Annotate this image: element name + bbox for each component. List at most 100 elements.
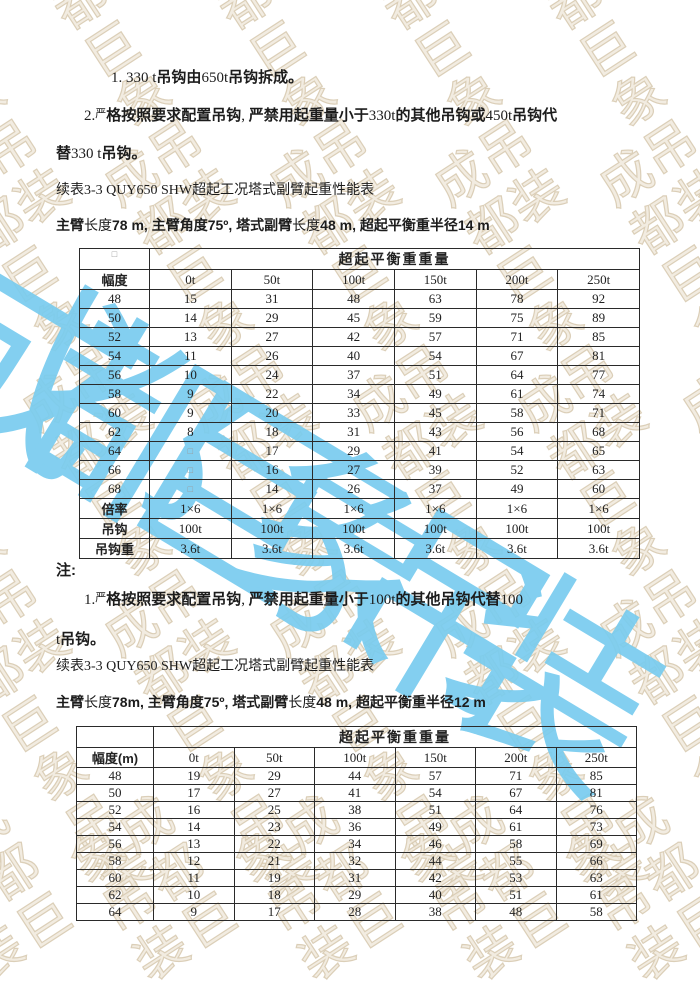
table-row: 62 8 18 31 43 56 68 — [79, 422, 640, 442]
table-cell: 3.6t — [475, 538, 559, 559]
table-cell: 1×6 — [557, 498, 640, 519]
table-cell: 67 — [475, 346, 559, 366]
table-row: 62 10 18 29 40 51 61 — [76, 886, 637, 904]
table-row: 64 □ 17 29 41 54 65 — [79, 441, 640, 461]
table-cell: 60 — [79, 403, 150, 423]
table-cell: 14 — [153, 818, 235, 836]
table-cell: 67 — [475, 784, 557, 802]
table-header-row: 幅度(m) 0t 50t 100t 150t 200t 250t — [76, 747, 637, 768]
table-cell: 58 — [79, 384, 150, 404]
text-segment: 主臂 — [56, 694, 84, 710]
table-cell: 59 — [393, 308, 477, 328]
table-cell: 51 — [475, 886, 557, 904]
table-cell: 69 — [555, 835, 637, 853]
table-cell: 100t — [314, 747, 396, 768]
table-row: 60 11 19 31 42 53 63 — [76, 869, 637, 887]
text-segment: 续表3-3 QUY650 SHW超起工况塔式副臂起重性能表 — [56, 183, 375, 198]
table-cell: 41 — [393, 441, 477, 461]
table-header-row: 幅度 0t 50t 100t 150t 200t 250t — [79, 269, 640, 290]
table-cell: 超起平衡重重量 — [153, 726, 637, 748]
text-segment: 长度 — [84, 219, 112, 234]
table-cell: 3.6t — [393, 538, 477, 559]
table-cell: 12 — [153, 852, 235, 870]
table-cell: 13 — [153, 835, 235, 853]
table-cell: 1×6 — [312, 498, 395, 519]
table-cell: 54 — [76, 818, 154, 836]
text-segment: 续表3-3 QUY650 SHW超起工况塔式副臂起重性能表 — [56, 659, 375, 674]
table-row: 48 15 31 48 63 78 92 — [79, 289, 640, 309]
text-segment: 吊钩。 — [101, 145, 147, 162]
text-segment: 330 t — [71, 146, 102, 162]
table-cell: 150t — [394, 747, 476, 768]
table-cell: 29 — [314, 886, 396, 904]
table-cell: 8 — [149, 422, 232, 442]
table-cell: 40 — [394, 886, 476, 904]
text-segment: 长度 — [288, 696, 317, 711]
table-row: 66 □ 16 27 39 52 63 — [79, 460, 640, 480]
table-cell: 幅度 — [79, 269, 150, 290]
table-title-row: 超起平衡重重量 — [76, 726, 637, 748]
table-cell: 0t — [149, 269, 232, 290]
table-cell: 100t — [475, 518, 559, 539]
table-cell: 42 — [312, 327, 395, 347]
text-segment: , — [241, 108, 249, 124]
table-cell: 81 — [557, 346, 640, 366]
text-segment: 650t — [201, 70, 229, 86]
table-cell: 3.6t — [557, 538, 640, 559]
table-caption-1: 续表3-3 QUY650 SHW超起工况塔式副臂起重性能表 — [56, 179, 374, 199]
table-cell: 66 — [555, 852, 637, 870]
table-row: 54 11 26 40 54 67 81 — [79, 346, 640, 366]
table-cell: 52 — [475, 460, 559, 480]
table-cell: 200t — [475, 747, 557, 768]
table-cell: 45 — [312, 308, 395, 328]
table-cell: 63 — [393, 289, 477, 309]
table-cell: 超起平衡重重量 — [149, 248, 640, 270]
capacity-table-radius-12m: 超起平衡重重量 幅度(m) 0t 50t 100t 150t 200t 250t 48 19 29 4… — [76, 726, 637, 921]
table-cell: 100t — [312, 518, 395, 539]
table-cell: 81 — [555, 784, 637, 802]
table-cell: 51 — [394, 801, 476, 819]
boom-spec-line-12m: 主臂长度78m, 主臂角度75º, 塔式副臂长度48 m, 超起平衡重半径12 … — [56, 692, 486, 712]
table-cell: 16 — [153, 801, 235, 819]
note-line-100-1: 1.严格按照要求配置吊钩, 严禁用起重量小于100t的其他吊钩代替100 — [84, 588, 523, 609]
boom-spec-line-14m: 主臂长度78 m, 主臂角度75º, 塔式副臂长度48 m, 超起平衡重半径14… — [56, 215, 490, 235]
table-cell: 68 — [79, 479, 150, 499]
text-segment: 48 m, 超起平衡重半径12 m — [316, 694, 486, 710]
table-cell: 78 — [475, 289, 559, 309]
table-cell: 3.6t — [312, 538, 395, 559]
table-cell: 250t — [555, 747, 637, 768]
table-cell: 20 — [230, 403, 314, 423]
text-segment: 长度 — [84, 696, 112, 711]
table-cell: 29 — [312, 441, 395, 461]
text-segment: 格按照要求配置吊钩 — [106, 107, 242, 124]
table-cell: 92 — [557, 289, 640, 309]
table-row: 54 14 23 36 49 61 73 — [76, 818, 637, 836]
text-segment: 严 — [95, 108, 107, 120]
text-segment: 的其他吊钩代替 — [395, 591, 501, 608]
table-cell: 58 — [555, 903, 637, 921]
table-cell: 56 — [79, 365, 150, 385]
table-cell: 100t — [149, 518, 232, 539]
table-footer-row: 吊钩 100t 100t 100t 100t 100t 100t — [79, 518, 640, 539]
table-cell: 22 — [230, 384, 314, 404]
text-segment: 78 m, 主臂角度75º, 塔式副臂 — [112, 217, 293, 233]
table-row: 56 10 24 37 51 64 77 — [79, 365, 640, 385]
table-cell: 41 — [314, 784, 396, 802]
table-cell: 200t — [475, 269, 559, 290]
text-segment: 100t — [368, 592, 396, 608]
table-row: 50 14 29 45 59 75 89 — [79, 308, 640, 328]
table-cell: 68 — [557, 422, 640, 442]
table-cell: 52 — [76, 801, 154, 819]
table-cell: 56 — [76, 835, 154, 853]
table-cell: 31 — [314, 869, 396, 887]
table-cell: 22 — [233, 835, 315, 853]
table-cell: 45 — [393, 403, 477, 423]
table-cell: 65 — [557, 441, 640, 461]
table-cell: 44 — [314, 767, 396, 785]
table-cell: □ — [149, 460, 232, 480]
table-cell: 36 — [314, 818, 396, 836]
text-segment: 吊钩拆成。 — [228, 69, 304, 86]
table-cell: 23 — [233, 818, 315, 836]
text-segment: 吊钩代 — [512, 107, 558, 124]
